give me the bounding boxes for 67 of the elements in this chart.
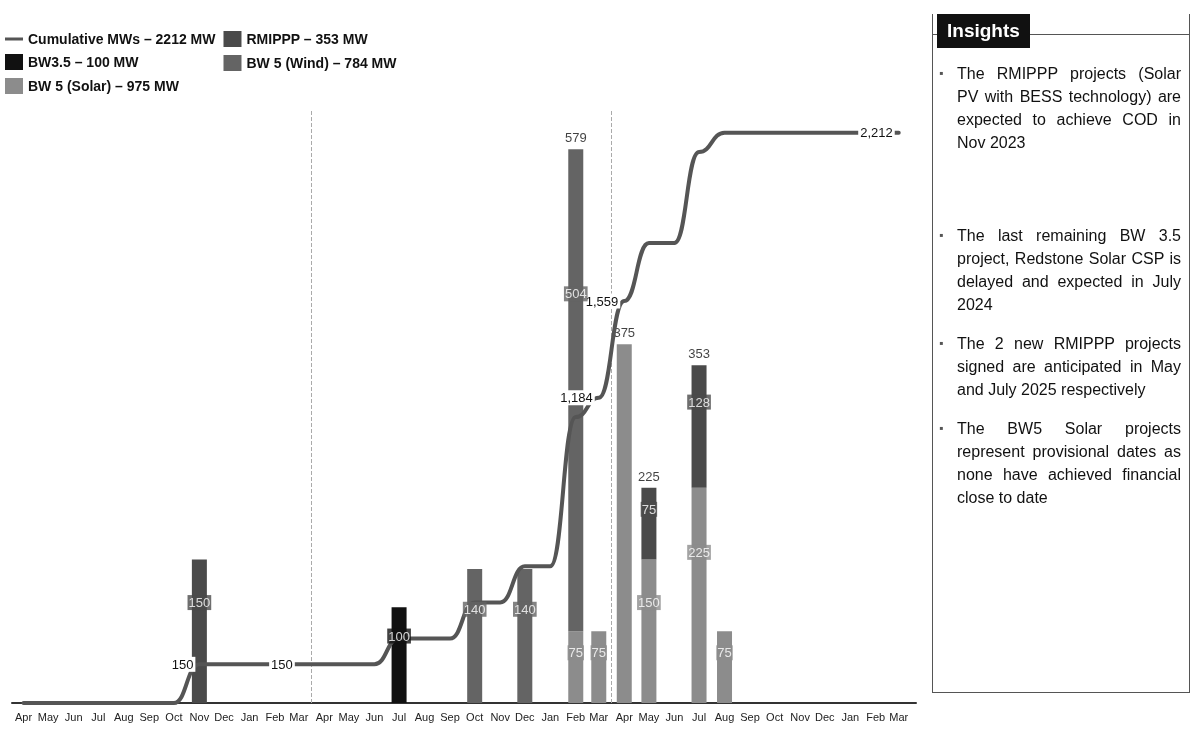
data-label: 100 [388,628,410,644]
x-tick-label: Jul [692,710,707,723]
x-tick-label: Jan [240,710,259,723]
x-tick-label: May [338,710,360,723]
x-tick-label: Dec [214,710,235,723]
total-label: 375 [613,325,636,341]
x-tick-label: Mar [889,710,909,723]
text: ▪ The RMIPPP projects (Solar PV with BESS technology) are expected to achieve COD in Nov 2023 [939,64,1181,153]
legend-label: BW 5 (Solar) – 975 MW [28,78,180,94]
data-label: 504 [564,286,587,302]
x-tick-label: Dec [515,710,536,723]
data-label: 75 [568,645,583,661]
text: ▪ The last remaining BW 3.5 project, Redstone Solar CSP is delayed and expected in July 2024 [939,226,1181,315]
x-tick-label: Jun [64,710,83,723]
total-label: 579 [564,130,587,146]
legend-label: RMIPPP – 353 MW [246,31,369,47]
data-label: 75 [717,645,732,661]
x-tick-label: Dec [815,710,836,723]
x-tick-label: Aug [714,710,735,723]
data-label: 128 [688,394,710,410]
data-label: 150 [271,656,293,672]
text: ▪ The 2 new RMIPPP projects signed are anticipated in May and July 2025 respectively [939,334,1181,400]
legend-label: BW 5 (Wind) – 784 MW [246,55,398,71]
x-tick-label: Oct [766,710,784,723]
x-tick-label: Aug [113,710,134,723]
x-tick-label: Mar [589,710,609,723]
x-tick-label: May [37,710,60,723]
x-tick-label: Sep [740,710,760,723]
x-tick-label: Jan [841,710,860,723]
legend-label: Cumulative MWs – 2212 MW [28,31,217,47]
x-tick-label: Mar [289,710,309,723]
data-label: 140 [463,601,486,617]
x-tick-label: Feb [566,710,586,723]
x-tick-label: Oct [165,710,183,723]
legend-label: BW3.5 – 100 MW [28,54,140,70]
x-tick-label: Jul [91,710,106,723]
x-tick-label: Apr [315,710,334,723]
x-tick-label: Feb [866,710,886,723]
x-tick-label: Sep [139,710,160,723]
x-tick-label: Nov [189,710,210,723]
x-tick-label: Jun [665,710,684,723]
data-label: 150 [188,595,211,611]
x-tick-label: Oct [466,710,484,723]
x-tick-label: Aug [414,710,435,723]
x-tick-label: Jul [392,710,407,723]
data-label: 225 [688,544,710,560]
data-label: 150 [638,595,660,611]
data-label: 1,559 [585,293,619,309]
bar [616,344,632,703]
data-label: 75 [591,645,607,661]
x-tick-label: Sep [440,710,460,723]
x-tick-label: Apr [615,710,634,723]
x-tick-label: Jan [541,710,560,723]
text: ▪ The BW5 Solar projects represent provisional dates as none have achieved financial close to date [939,419,1181,508]
x-tick-label: Nov [790,710,811,723]
x-tick-label: May [638,710,660,723]
x-tick-label: Apr [14,710,33,723]
x-tick-label: Feb [265,710,285,723]
data-label: 150 [171,656,194,672]
data-label: 140 [513,601,536,617]
total-label: 225 [638,468,660,484]
data-label: 1,184 [560,390,593,406]
x-tick-label: Nov [490,710,511,723]
text: Insights [937,14,1030,48]
x-tick-label: Jun [365,710,384,723]
data-label: 75 [641,501,657,517]
total-label: 353 [688,346,710,362]
